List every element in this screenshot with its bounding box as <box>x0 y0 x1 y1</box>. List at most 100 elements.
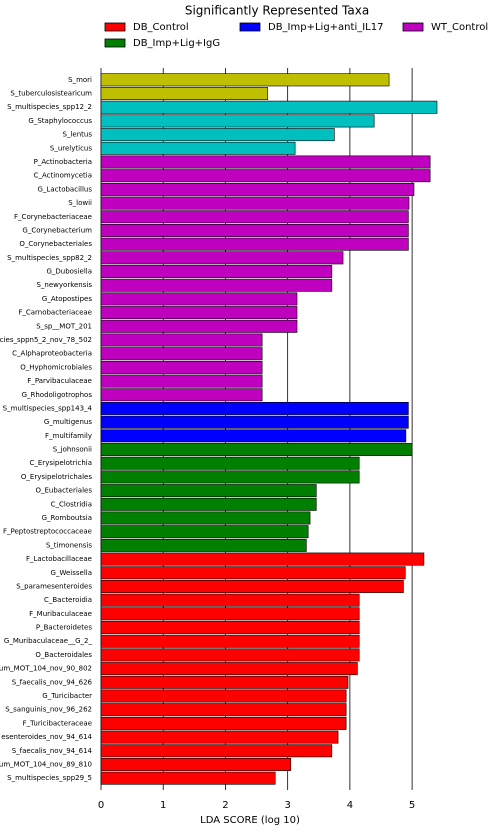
y-tick-label: G_Rhodoligotrophos <box>22 391 93 399</box>
x-axis-label: LDA SCORE (log 10) <box>200 815 300 826</box>
bar <box>100 484 317 498</box>
y-tick-label: F_Turicibacteraceae <box>23 719 92 727</box>
y-tick-label: um_MOT_104_nov_90_802 <box>0 665 92 673</box>
bar <box>100 607 360 621</box>
bar <box>100 237 409 251</box>
x-tick-label: 4 <box>347 800 353 811</box>
y-tick-label: O_Hyphomicrobiales <box>20 363 92 371</box>
y-tick-label: C_Actinomycetia <box>34 172 92 180</box>
bar <box>100 87 269 100</box>
bar <box>100 538 307 552</box>
bar <box>100 716 347 730</box>
bar <box>100 141 296 155</box>
x-tick-label: 1 <box>160 800 166 811</box>
bar <box>100 278 333 292</box>
bar <box>100 593 360 607</box>
y-tick-label: G_Turicibacter <box>42 692 92 700</box>
y-tick-label: S_faecalis_nov_94_614 <box>12 747 93 755</box>
bar <box>100 703 347 717</box>
y-tick-label: P_Actinobacteria <box>34 158 92 166</box>
y-tick-label: S_multispecies_spp12_2 <box>7 103 92 111</box>
y-tick-label: O_Corynebacteriales <box>19 240 92 248</box>
bar <box>100 730 339 744</box>
y-tick-label: S_lentus <box>63 131 93 139</box>
bar <box>100 169 431 183</box>
y-tick-label: G_Atopostipes <box>42 295 92 303</box>
y-tick-label: S_multispecies_spp82_2 <box>7 254 92 262</box>
bar <box>100 265 333 278</box>
y-tick-label: G_Corynebacterium <box>22 226 92 234</box>
y-tick-label: F_Corynebacteriaceae <box>14 213 92 221</box>
y-tick-label: G_Muribaculaceae__G_2_ <box>4 637 93 645</box>
bar <box>100 443 413 456</box>
y-tick-label: G_multigenus <box>44 418 92 426</box>
bar <box>100 401 409 415</box>
bar <box>100 497 317 511</box>
bar <box>100 621 360 635</box>
bar <box>100 210 409 224</box>
bar <box>100 73 390 87</box>
y-tick-label: S_johnsonii <box>53 446 92 454</box>
bar <box>100 374 263 388</box>
bar <box>100 634 360 648</box>
y-tick-label: S_lowii <box>68 199 92 207</box>
y-tick-label: S_faecalis_nov_94_626 <box>12 678 93 686</box>
y-tick-label: O_Bacteroidales <box>35 651 92 659</box>
bar <box>100 128 335 142</box>
bar <box>100 182 415 196</box>
bar <box>100 388 263 402</box>
bar <box>100 744 333 758</box>
bar <box>100 251 344 265</box>
chart-title: Significantly Represented Taxa <box>185 4 369 18</box>
y-tick-label: P_Bacteroidetes <box>36 624 92 632</box>
y-tick-label: S_newyorkensis <box>36 281 92 289</box>
bar <box>100 333 263 347</box>
y-tick-label: um_MOT_104_nov_89_810 <box>0 760 92 768</box>
y-tick-label: S_paramesenteroides <box>16 582 92 590</box>
y-tick-label: S_timonensis <box>46 541 93 549</box>
y-tick-label: O_Erysipelotrichales <box>21 473 92 481</box>
legend-swatch <box>104 22 126 32</box>
y-tick-label: S_sanguinis_nov_96_262 <box>5 706 92 714</box>
legend-swatch <box>402 22 424 32</box>
bar <box>100 525 309 539</box>
y-tick-label: S_multispecies_spp143_4 <box>3 404 93 412</box>
bar <box>100 360 263 374</box>
y-tick-label: cies_sppn5_2_nov_78_502 <box>0 336 92 344</box>
y-tick-label: S_sp__MOT_201 <box>36 322 92 330</box>
bar <box>100 347 263 361</box>
bar <box>100 662 358 676</box>
legend-label: DB_Imp+Lig+IgG <box>133 38 220 49</box>
bar <box>100 579 404 593</box>
y-tick-label: G_Romboutsia <box>42 514 92 522</box>
x-tick-label: 3 <box>284 800 290 811</box>
bar <box>100 470 360 484</box>
legend-label: DB_Imp+Lig+anti_IL17 <box>268 22 383 33</box>
y-tick-label: F_Parvibaculaceae <box>27 377 92 385</box>
bar <box>100 319 298 333</box>
y-tick-label: O_Eubacteriales <box>35 487 92 495</box>
x-tick-label: 5 <box>409 800 415 811</box>
y-tick-label: C_Alphaproteobacteria <box>12 350 92 358</box>
legend-swatch <box>239 22 261 32</box>
y-tick-label: G_Weissella <box>51 569 92 577</box>
y-tick-label: C_Erysipelotrichia <box>30 459 93 467</box>
bar <box>100 757 292 771</box>
bar <box>100 224 409 237</box>
y-tick-label: S_tuberculosistearicum <box>10 90 92 98</box>
y-tick-label: F_Carnobacteriaceae <box>18 309 92 317</box>
bar <box>100 292 298 306</box>
y-tick-label: F_Peptostreptococcaceae <box>3 528 92 536</box>
bar <box>100 306 298 320</box>
y-tick-label: G_Lactobacillus <box>38 185 93 193</box>
y-tick-label: G_Staphylococcus <box>28 117 92 125</box>
bar <box>100 155 431 169</box>
bar <box>100 675 349 689</box>
y-tick-label: G_Dubosiella <box>46 268 92 276</box>
y-tick-label: S_multispecies_spp29_5 <box>7 774 92 782</box>
bar <box>100 771 276 785</box>
y-tick-label: F_Muribaculaceae <box>29 610 92 618</box>
bar <box>100 100 438 114</box>
y-tick-label: S_urelyticus <box>50 144 92 152</box>
